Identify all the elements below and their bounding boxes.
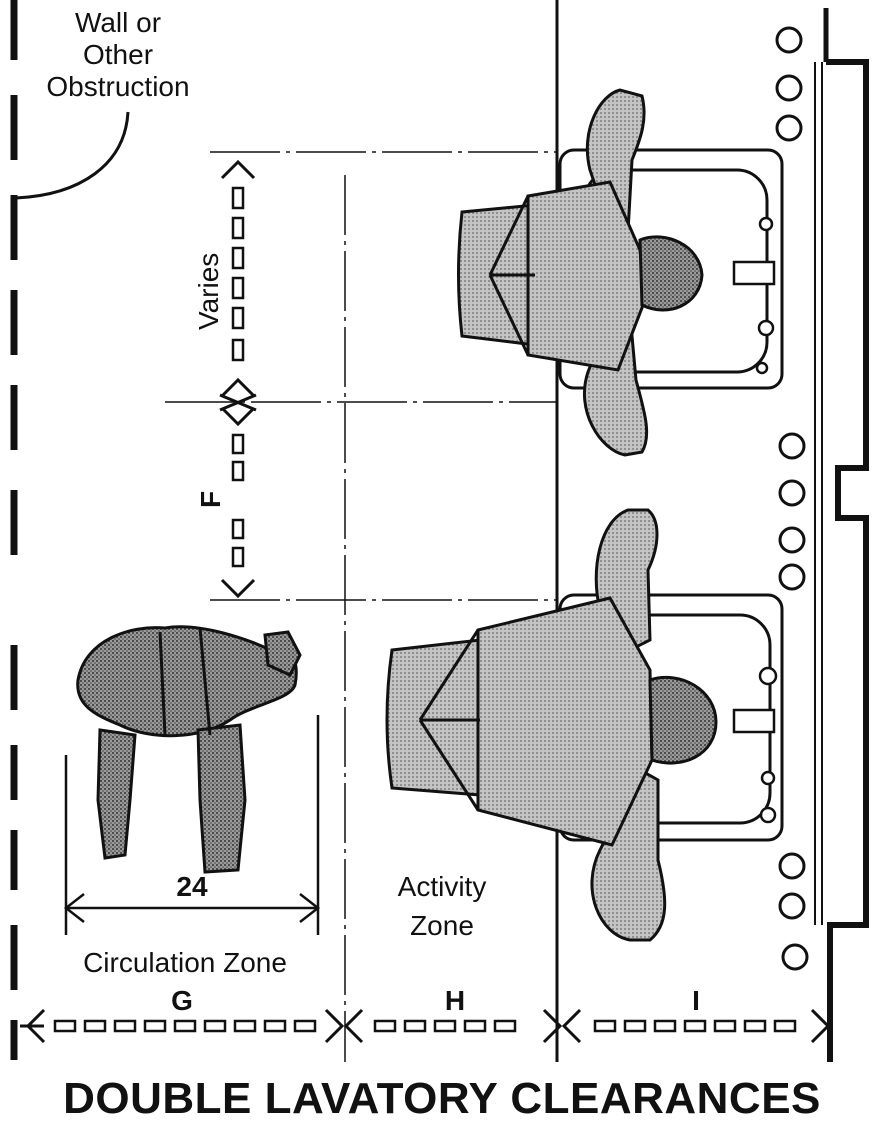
wall-label-line3: Obstruction [46,71,189,102]
horizontal-dimension [20,1008,831,1044]
person-at-top-sink-icon [457,88,704,457]
right-wall [814,8,869,1062]
dim-g-label: G [171,985,193,1016]
wall-label-line2: Other [83,39,153,70]
person-at-bottom-sink-icon [385,508,718,942]
dim-24-label: 24 [176,871,208,902]
activity-zone-label-line2: Zone [410,910,474,941]
wall-fixture-circles [775,26,809,971]
activity-zone-label-line1: Activity [398,871,487,902]
circulation-zone-label: Circulation Zone [83,947,287,978]
dimension-24 [63,715,321,935]
dim-f-label: F [195,491,226,508]
vertical-dimension [219,159,257,599]
dim-h-label: H [445,985,465,1016]
obstruction-arc [15,111,130,200]
wall-label-line1: Wall or [75,7,161,38]
diagram-title: DOUBLE LAVATORY CLEARANCES [63,1074,821,1123]
dim-i-label: I [692,985,700,1016]
varies-label: Varies [193,253,224,330]
walking-person-icon [76,625,302,874]
